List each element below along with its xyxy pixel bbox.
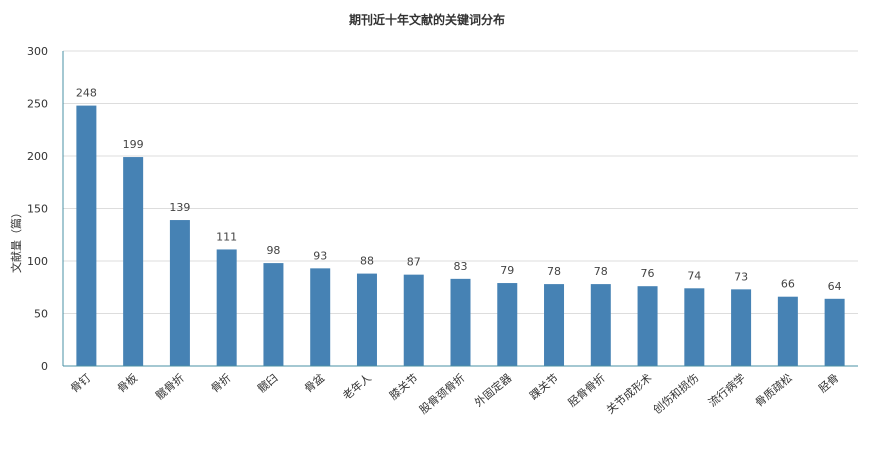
chart-title: 期刊近十年文献的关键词分布 — [349, 12, 505, 27]
y-tick-label: 50 — [34, 308, 48, 321]
x-tick-label: 骨折 — [208, 371, 234, 396]
x-tick-label: 骨板 — [114, 371, 140, 396]
bar[interactable] — [637, 286, 658, 366]
data-label: 76 — [641, 267, 655, 280]
y-tick-labels-layer: 0 50 100 150 200 250 300 — [27, 45, 48, 373]
data-label: 248 — [76, 87, 97, 100]
x-tick-label: 胫骨骨折 — [565, 371, 608, 410]
x-tick-label: 骨盆 — [301, 371, 327, 396]
x-tick-label: 髋臼 — [255, 371, 281, 396]
grid-layer — [63, 50, 858, 314]
bar[interactable] — [544, 284, 565, 366]
bar[interactable] — [356, 273, 377, 366]
bar[interactable] — [497, 283, 518, 366]
x-tick-label: 关节成形术 — [603, 371, 654, 417]
y-tick-label: 0 — [41, 360, 48, 373]
data-label: 64 — [828, 280, 842, 293]
bar[interactable] — [403, 274, 424, 366]
y-tick-label: 100 — [27, 255, 48, 268]
y-axis-title: 文献量（篇） — [9, 207, 23, 273]
data-label: 74 — [687, 269, 701, 282]
x-tick-label: 流行病学 — [705, 371, 748, 410]
bar[interactable] — [76, 105, 97, 366]
x-tick-label: 胫骨 — [816, 371, 841, 395]
bar[interactable] — [216, 249, 237, 366]
bar[interactable] — [123, 157, 144, 366]
bar[interactable] — [777, 296, 798, 366]
data-label: 78 — [547, 265, 561, 278]
data-label: 139 — [169, 201, 190, 214]
data-label: 73 — [734, 270, 748, 283]
data-label: 66 — [781, 278, 795, 291]
bar[interactable] — [450, 278, 471, 366]
data-label: 111 — [216, 230, 237, 243]
bars-layer — [76, 105, 845, 366]
x-tick-label: 骨钉 — [68, 371, 93, 395]
x-tick-label: 老年人 — [340, 371, 374, 403]
bar[interactable] — [731, 289, 752, 366]
y-tick-label: 150 — [27, 203, 48, 216]
data-label: 93 — [313, 249, 327, 262]
x-tick-label: 股骨颈骨折 — [416, 371, 467, 417]
bar[interactable] — [824, 298, 845, 366]
data-label: 79 — [500, 264, 514, 277]
y-tick-label: 200 — [27, 150, 48, 163]
x-tick-label: 髋骨折 — [153, 371, 187, 403]
data-label: 87 — [407, 256, 421, 269]
bar[interactable] — [590, 284, 611, 366]
x-tick-label: 踝关节 — [527, 371, 561, 403]
x-tick-label: 外固定器 — [471, 371, 514, 410]
bar[interactable] — [263, 263, 284, 366]
data-label: 199 — [123, 138, 144, 151]
y-tick-label: 300 — [27, 45, 48, 58]
x-tick-label: 膝关节 — [386, 371, 420, 403]
data-label: 83 — [454, 260, 468, 273]
x-tick-label: 创伤和损伤 — [650, 371, 701, 417]
data-label: 78 — [594, 265, 608, 278]
data-labels-layer: 248 199 139 111 98 93 88 87 83 79 78 78 76 74 73 66 64 — [76, 87, 842, 293]
y-tick-label: 250 — [27, 98, 48, 111]
bar[interactable] — [169, 220, 190, 366]
x-tick-label: 骨质疏松 — [752, 371, 795, 410]
bar[interactable] — [310, 268, 331, 366]
data-label: 88 — [360, 255, 374, 268]
data-label: 98 — [266, 244, 280, 257]
bar[interactable] — [684, 288, 705, 366]
